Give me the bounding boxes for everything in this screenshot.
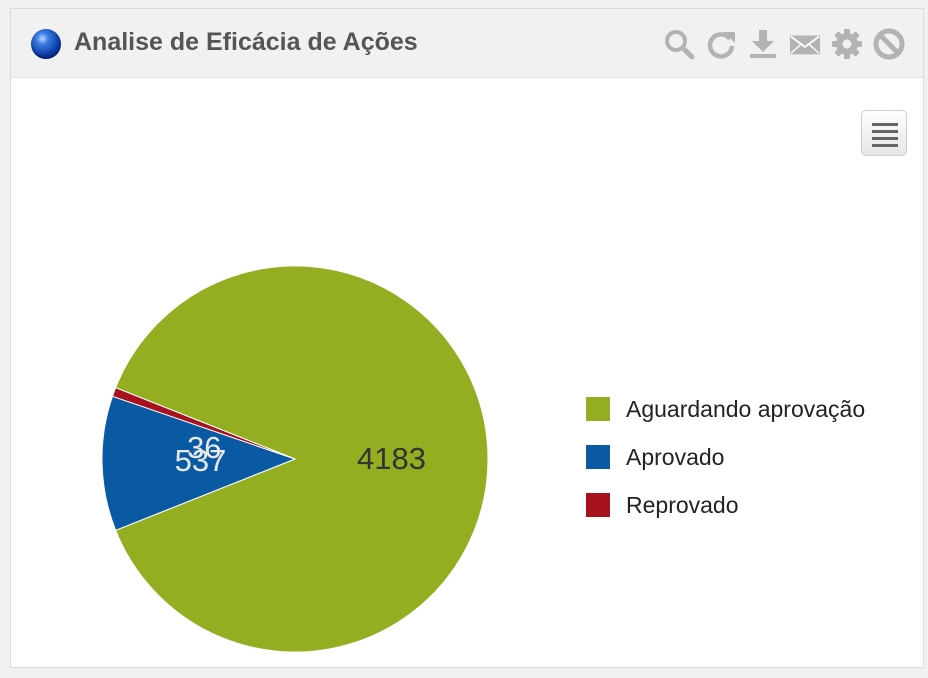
- chart-legend: Aguardando aprovação Aprovado Reprovado: [586, 395, 866, 541]
- pie-value-label-reprovado: 36: [187, 430, 221, 465]
- refresh-icon[interactable]: [705, 28, 737, 60]
- widget-header: Analise de Eficácia de Ações: [11, 9, 923, 78]
- legend-label: Aprovado: [626, 443, 725, 470]
- pie-slice-aprovado[interactable]: [101, 395, 296, 531]
- pie-slice-reprovado[interactable]: [111, 387, 296, 460]
- menu-line: [872, 144, 898, 147]
- menu-line: [872, 137, 898, 140]
- status-orb-icon: [31, 29, 61, 59]
- legend-item-aguardando-aprovacao[interactable]: Aguardando aprovação: [586, 395, 866, 422]
- menu-line: [872, 123, 898, 126]
- gear-icon[interactable]: [831, 28, 863, 60]
- chart-context-menu-button[interactable]: [861, 110, 907, 156]
- email-icon[interactable]: [789, 28, 821, 60]
- legend-item-reprovado[interactable]: Reprovado: [586, 491, 865, 518]
- pie-value-label-aprovado: 537: [175, 443, 227, 478]
- chart-widget: Analise de Eficácia de Ações: [10, 8, 924, 668]
- legend-swatch: [586, 493, 610, 517]
- download-icon[interactable]: [747, 28, 779, 60]
- legend-item-aprovado[interactable]: Aprovado: [586, 443, 865, 470]
- widget-title: Analise de Eficácia de Ações: [74, 28, 418, 56]
- widget-toolbar: [663, 27, 905, 61]
- legend-swatch: [586, 397, 610, 421]
- legend-label: Reprovado: [626, 491, 739, 518]
- search-icon[interactable]: [663, 28, 695, 60]
- pie-slice-aguardando-aprovacao[interactable]: [115, 265, 489, 653]
- pie-value-label-aguardando-aprovacao: 4183: [357, 441, 426, 476]
- legend-label: Aguardando aprovação: [626, 395, 866, 422]
- menu-line: [872, 130, 898, 133]
- legend-swatch: [586, 445, 610, 469]
- block-icon[interactable]: [873, 28, 905, 60]
